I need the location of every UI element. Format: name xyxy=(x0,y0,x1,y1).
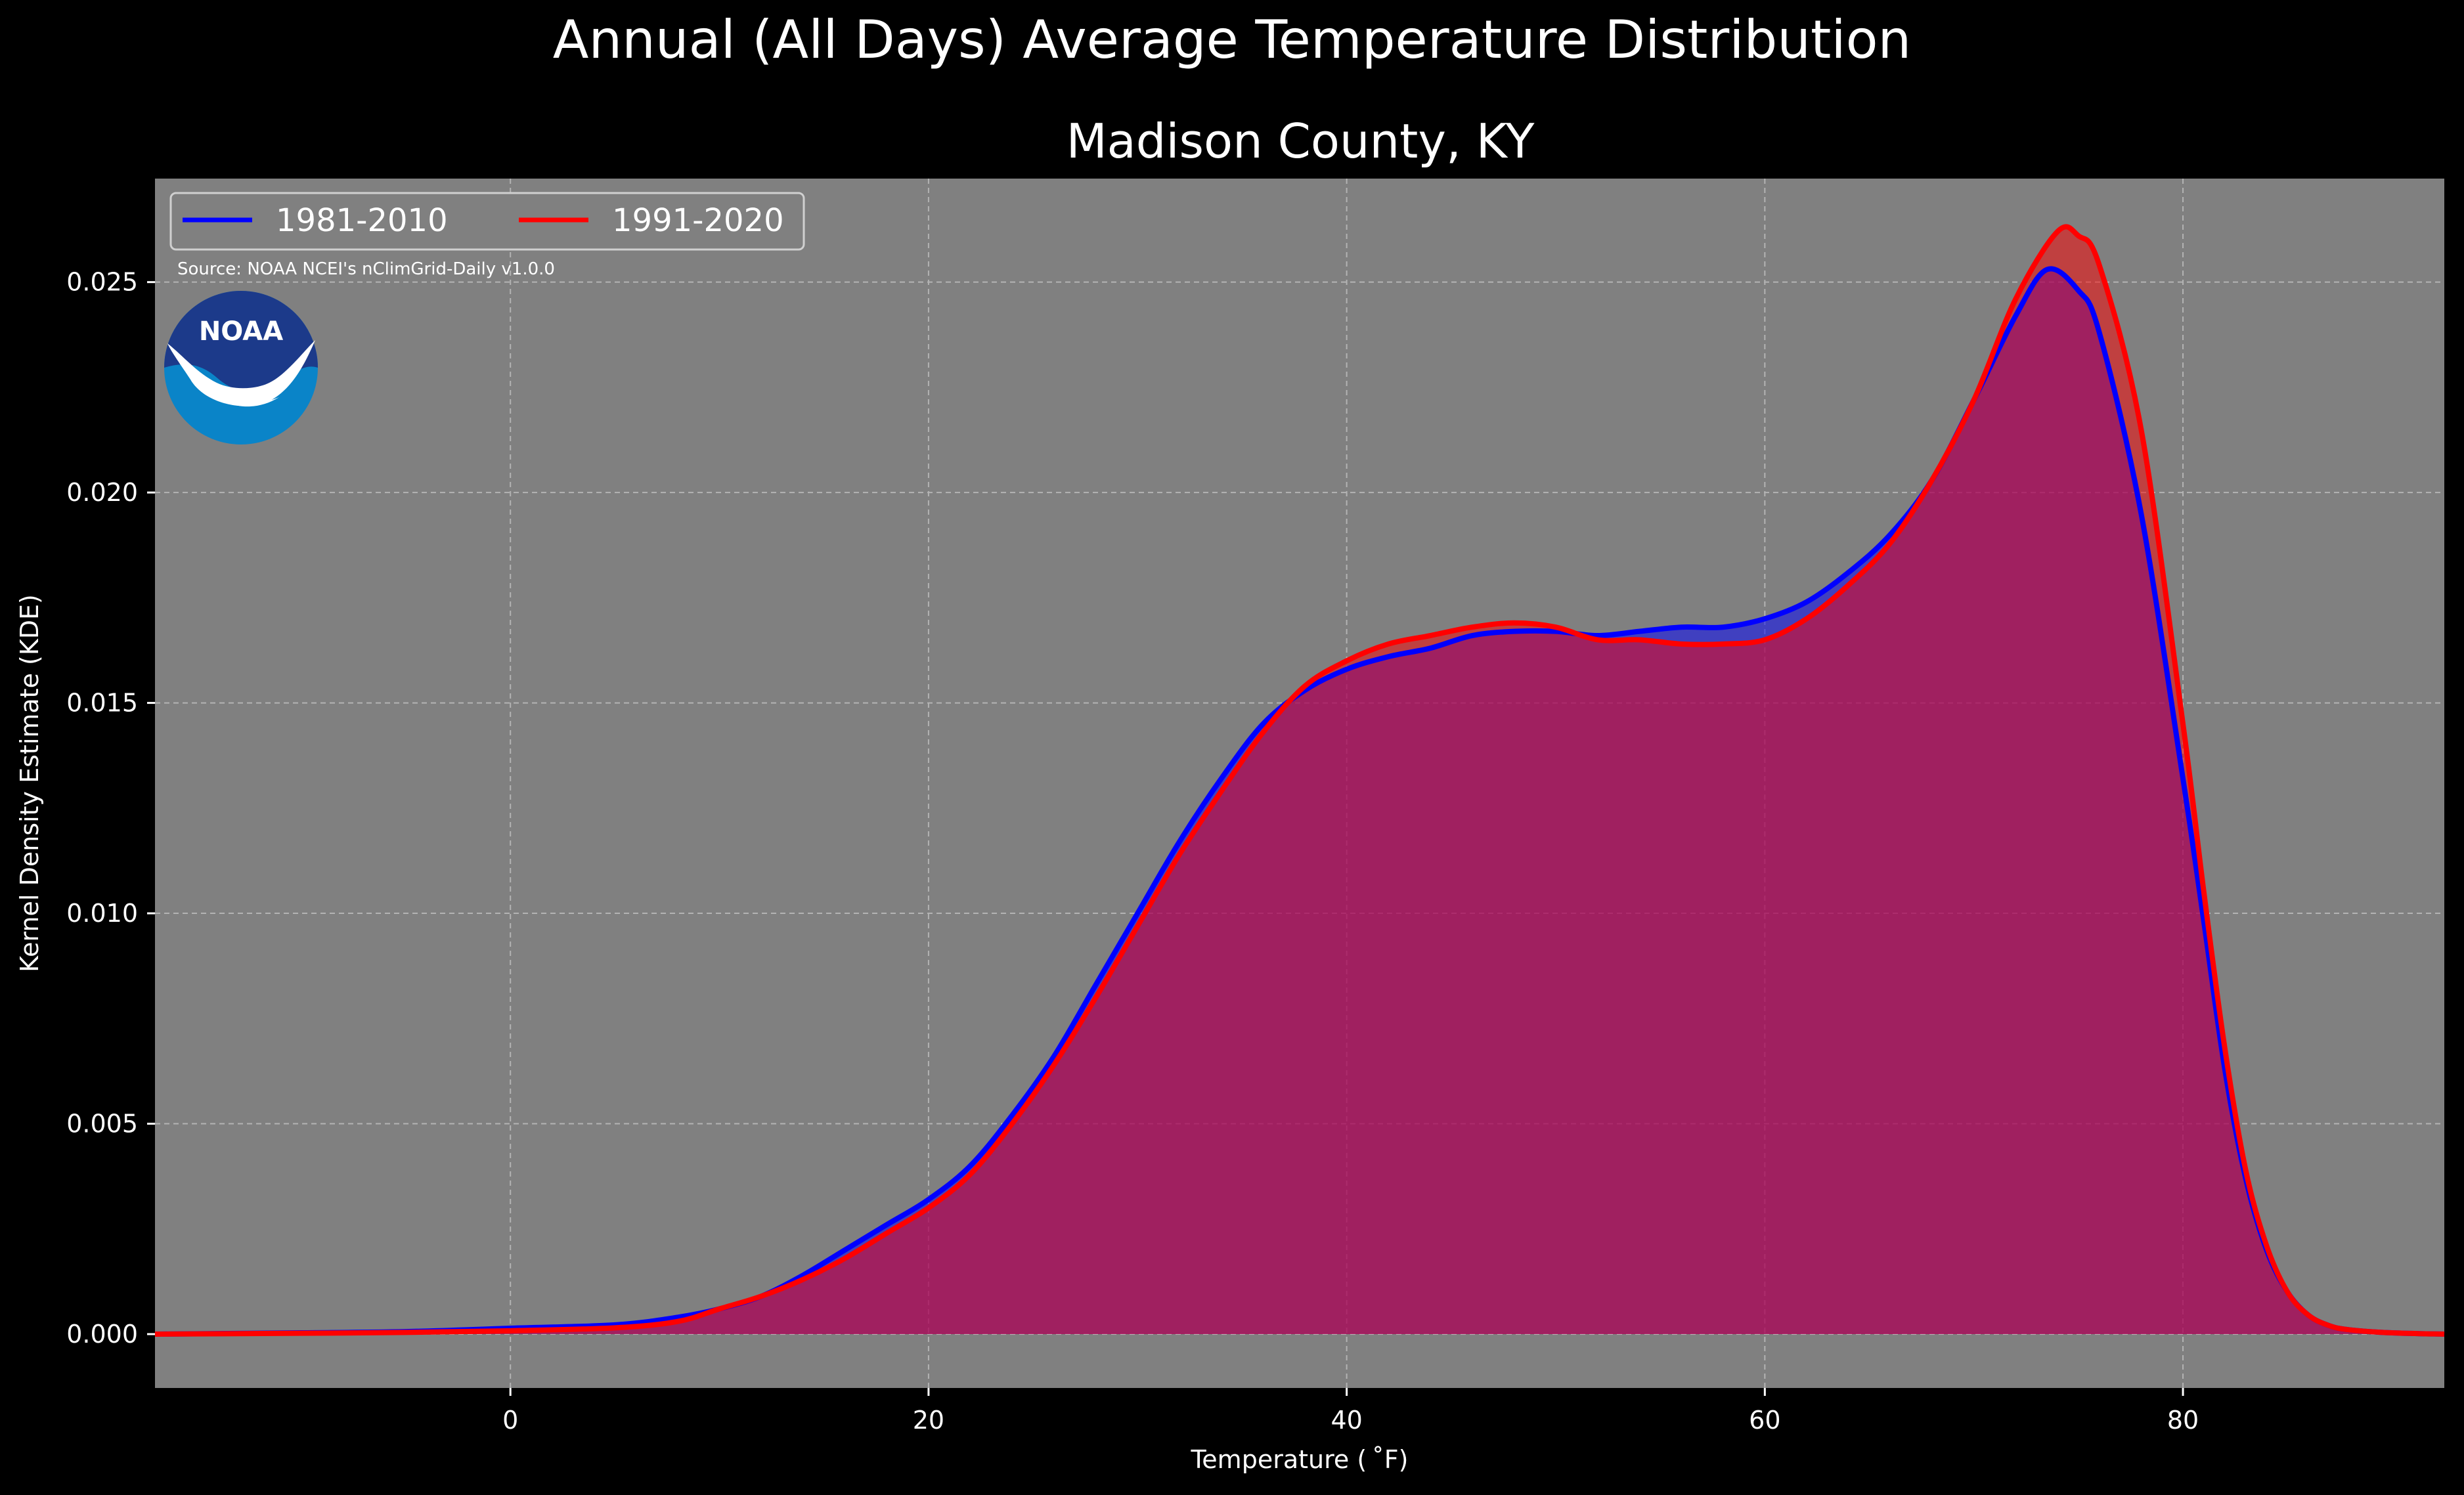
y-axis-ticks: 0.000 0.005 0.010 0.015 0.020 0.025 xyxy=(66,268,155,1349)
x-tick-label: 60 xyxy=(1749,1406,1780,1435)
source-note: Source: NOAA NCEI's nClimGrid-Daily v1.0… xyxy=(177,259,555,279)
legend-label-1991-2020: 1991-2020 xyxy=(612,202,784,239)
y-tick-label: 0.020 xyxy=(66,478,138,507)
chart-title: Madison County, KY xyxy=(1067,114,1535,169)
noaa-logo-icon: NOAA xyxy=(164,291,318,444)
x-axis-ticks: 0 20 40 60 80 xyxy=(502,1388,2199,1435)
svg-text:NOAA: NOAA xyxy=(199,316,283,347)
legend-box xyxy=(169,192,805,251)
y-tick-label: 0.005 xyxy=(66,1110,138,1138)
x-axis-label: Temperature ( ˚F) xyxy=(1191,1445,1409,1474)
x-tick-label: 20 xyxy=(913,1406,944,1435)
density-lines xyxy=(154,224,2445,1337)
density-areas xyxy=(155,227,2444,1334)
y-tick-label: 0.025 xyxy=(66,268,138,297)
y-tick-label: 0.010 xyxy=(66,899,138,928)
x-tick-label: 40 xyxy=(1331,1406,1362,1435)
area-1991-2020 xyxy=(155,227,2444,1334)
legend-label-1981-2010: 1981-2010 xyxy=(276,202,448,239)
legend: 1981-2010 1991-2020 xyxy=(169,192,805,251)
line-1991-2020 xyxy=(154,224,2445,1337)
figure-suptitle: Annual (All Days) Average Temperature Di… xyxy=(553,9,1911,70)
x-tick-label: 80 xyxy=(2167,1406,2199,1435)
y-tick-label: 0.000 xyxy=(66,1320,138,1349)
y-axis-label: Kernel Density Estimate (KDE) xyxy=(15,594,44,972)
y-tick-label: 0.015 xyxy=(66,689,138,718)
x-tick-label: 0 xyxy=(502,1406,518,1435)
